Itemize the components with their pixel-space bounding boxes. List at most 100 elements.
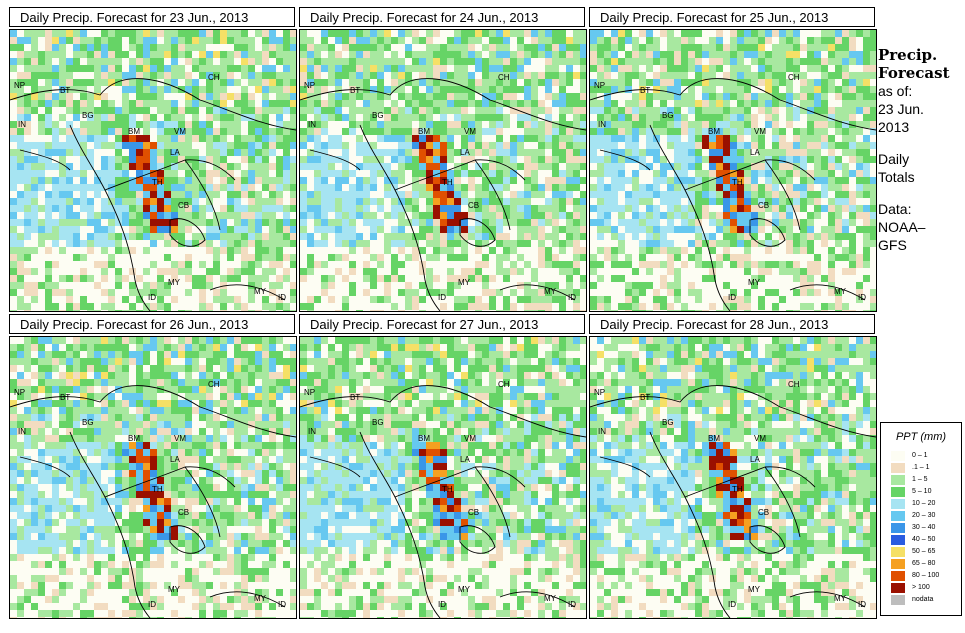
legend-swatch xyxy=(891,535,905,545)
border-line xyxy=(649,431,731,618)
border-line xyxy=(359,124,441,311)
border-line xyxy=(749,218,786,247)
border-line xyxy=(599,456,651,478)
panel-title: Daily Precip. Forecast for 24 Jun., 2013 xyxy=(299,7,585,27)
country-label: VM xyxy=(754,127,766,136)
country-label: IN xyxy=(598,120,606,129)
sidebar-asof: as of: xyxy=(878,83,913,99)
precip-map: NP BT BG IN CH BM VM LA TH CB MY ID MY ID xyxy=(589,336,877,619)
legend-label: 40 – 50 xyxy=(912,536,936,543)
border-line xyxy=(499,284,576,301)
country-label: BM xyxy=(708,434,720,443)
legend-swatch xyxy=(891,487,905,497)
border-line xyxy=(394,466,526,498)
country-label: LA xyxy=(170,455,180,464)
country-label: TH xyxy=(732,178,743,187)
country-label: ID xyxy=(858,600,866,609)
border-line xyxy=(184,466,221,538)
border-line xyxy=(169,525,206,554)
border-line xyxy=(499,591,576,608)
legend-label: 1 – 5 xyxy=(912,476,928,483)
country-label: LA xyxy=(460,455,470,464)
precip-grid: NP BT BG IN CH BM VM LA TH CB MY ID MY ID xyxy=(300,337,586,618)
country-label: MY xyxy=(458,585,471,594)
forecast-panel: Daily Precip. Forecast for 26 Jun., 2013… xyxy=(9,314,297,619)
country-label: IN xyxy=(308,427,316,436)
country-label: MY xyxy=(834,594,847,603)
country-label: BG xyxy=(82,111,94,120)
forecast-panel: Daily Precip. Forecast for 24 Jun., 2013… xyxy=(299,7,587,312)
country-label: VM xyxy=(174,434,186,443)
panel-title: Daily Precip. Forecast for 25 Jun., 2013 xyxy=(589,7,875,27)
country-label: BT xyxy=(640,86,650,95)
country-label: CH xyxy=(208,380,220,389)
country-label: NP xyxy=(594,388,605,397)
legend-swatch xyxy=(891,595,905,605)
border-line xyxy=(590,78,876,131)
panel-title: Daily Precip. Forecast for 23 Jun., 2013 xyxy=(9,7,295,27)
country-label: IN xyxy=(308,120,316,129)
country-label: TH xyxy=(732,485,743,494)
border-line xyxy=(359,431,441,618)
country-label: ID xyxy=(148,293,156,302)
country-label: TH xyxy=(442,485,453,494)
country-label: TH xyxy=(442,178,453,187)
country-label: CH xyxy=(208,73,220,82)
country-label: ID xyxy=(568,293,576,302)
country-label: CB xyxy=(468,508,479,517)
country-label: BM xyxy=(708,127,720,136)
sidebar-title-line1: Precip. xyxy=(878,46,938,64)
country-label: NP xyxy=(594,81,605,90)
country-label: LA xyxy=(750,455,760,464)
country-label: NP xyxy=(14,388,25,397)
legend-label: 65 – 80 xyxy=(912,560,936,567)
border-line xyxy=(300,78,586,131)
country-label: IN xyxy=(18,427,26,436)
precip-grid: NP BT BG IN CH BM VM LA TH CB MY ID MY ID xyxy=(300,30,586,311)
precip-map: NP BT BG IN CH BM VM LA TH CB MY ID MY ID xyxy=(9,336,297,619)
country-label: CH xyxy=(788,380,800,389)
border-line xyxy=(10,78,296,131)
country-label: VM xyxy=(754,434,766,443)
border-line xyxy=(649,124,731,311)
panel-title: Daily Precip. Forecast for 27 Jun., 2013 xyxy=(299,314,585,334)
forecast-panel: Daily Precip. Forecast for 28 Jun., 2013… xyxy=(589,314,877,619)
border-line xyxy=(590,385,876,438)
country-label: BM xyxy=(418,434,430,443)
border-line xyxy=(474,466,511,538)
border-line xyxy=(69,431,151,618)
country-label: LA xyxy=(170,148,180,157)
country-label: CB xyxy=(178,201,189,210)
country-label: MY xyxy=(254,594,267,603)
panel-title: Daily Precip. Forecast for 26 Jun., 2013 xyxy=(9,314,295,334)
border-line xyxy=(789,284,866,301)
precip-grid: NP BT BG IN CH BM VM LA TH CB MY ID MY ID xyxy=(10,337,296,618)
legend-swatch xyxy=(891,547,905,557)
legend-label: 50 – 65 xyxy=(912,548,936,555)
country-label: ID xyxy=(438,600,446,609)
country-label: BM xyxy=(128,434,140,443)
precip-grid: NP BT BG IN CH BM VM LA TH CB MY ID MY ID xyxy=(10,30,296,311)
country-label: BT xyxy=(60,393,70,402)
legend-label: 80 – 100 xyxy=(912,572,940,579)
country-label: IN xyxy=(598,427,606,436)
country-label: CH xyxy=(788,73,800,82)
sidebar-data-line1: Data: xyxy=(878,201,912,217)
border-line xyxy=(209,284,286,301)
border-line xyxy=(749,525,786,554)
country-label: BT xyxy=(60,86,70,95)
sidebar-data-line2: NOAA– xyxy=(878,219,926,235)
legend-swatch xyxy=(891,451,905,461)
country-label: MY xyxy=(544,287,557,296)
legend-label: 20 – 30 xyxy=(912,512,936,519)
border-line xyxy=(599,149,651,171)
country-label: BT xyxy=(350,393,360,402)
legend-label: nodata xyxy=(912,596,934,603)
country-label: CB xyxy=(468,201,479,210)
border-line xyxy=(104,159,236,191)
country-label: BG xyxy=(662,418,674,427)
country-label: ID xyxy=(728,293,736,302)
border-line xyxy=(69,124,151,311)
border-line xyxy=(684,159,816,191)
country-label: CB xyxy=(758,508,769,517)
